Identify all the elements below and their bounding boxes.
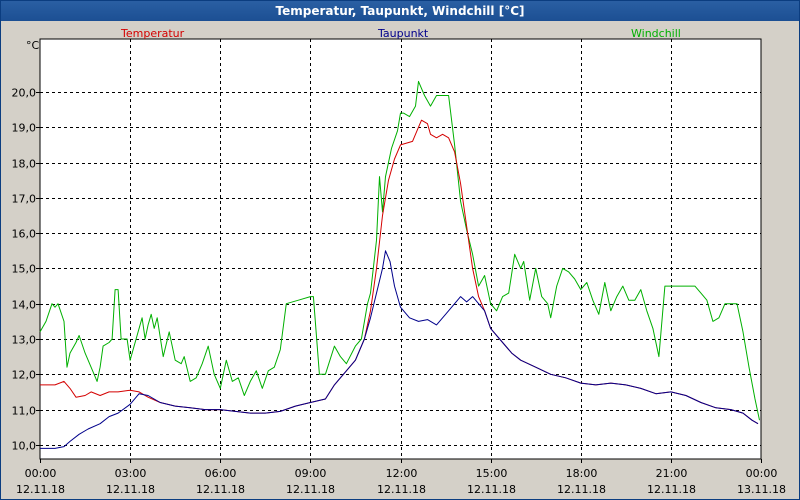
y-tick-label: 18,0 [12, 158, 37, 171]
y-tick-label: 13,0 [12, 334, 37, 347]
x-tick-date-label: 12.11.18 [106, 483, 155, 496]
x-tick-date-label: 13.11.18 [737, 483, 786, 496]
x-tick-time-label: 03:00 [115, 467, 147, 480]
y-tick-label: 12,0 [12, 369, 37, 382]
line-chart: 10,0 11,0 12,0 13,0 14,0 15,0 16,0 17,0 18,0 19,0… [12, 27, 786, 496]
x-tick-date-label: 12.11.18 [196, 483, 245, 496]
legend-windchill: Windchill [631, 27, 681, 40]
x-tick-date-label: 12.11.18 [467, 483, 516, 496]
y-tick-label: 10,0 [12, 440, 37, 453]
x-tick-date-label: 12.11.18 [647, 483, 696, 496]
x-tick-time-label: 15:00 [476, 467, 508, 480]
x-tick-date-label: 12.11.18 [557, 483, 606, 496]
plot-area [39, 38, 762, 460]
series-line-windchill [39, 80, 760, 421]
x-tick-time-label: 12:00 [386, 467, 418, 480]
series-line-taupunkt [40, 250, 759, 449]
x-tick-date-label: 12.11.18 [377, 483, 426, 496]
y-tick-label: 15,0 [12, 263, 37, 276]
y-tick-label: 20,0 [12, 87, 37, 100]
x-tick-time-label: 00:00 [25, 467, 57, 480]
y-tick-label: 16,0 [12, 228, 37, 241]
y-tick-label: 17,0 [12, 193, 37, 206]
x-tick-date-label: 12.11.18 [16, 483, 65, 496]
x-tick-time-label: 18:00 [566, 467, 598, 480]
y-tick-label: 19,0 [12, 122, 37, 135]
x-tick-date-label: 12.11.18 [286, 483, 335, 496]
legend-temperatur: Temperatur [120, 27, 185, 40]
y-tick-label: 11,0 [12, 405, 37, 418]
x-tick-time-label: 09:00 [295, 467, 327, 480]
gridlines [40, 39, 761, 459]
window-title: Temperatur, Taupunkt, Windchill [°C] [1, 1, 799, 21]
x-tick-time-label: 21:00 [656, 467, 688, 480]
legend-taupunkt: Taupunkt [377, 27, 429, 40]
series-lines [39, 80, 760, 449]
y-axis-unit: °C [26, 39, 40, 52]
y-tick-label: 14,0 [12, 299, 37, 312]
y-axis: 10,0 11,0 12,0 13,0 14,0 15,0 16,0 17,0 18,0 19,0… [12, 87, 40, 453]
x-tick-time-label: 06:00 [205, 467, 237, 480]
x-tick-time-label: 00:00 [746, 467, 778, 480]
x-axis: 00:00 12.11.18 03:00 12.11.18 06:00 12.11.18 0… [16, 459, 786, 496]
